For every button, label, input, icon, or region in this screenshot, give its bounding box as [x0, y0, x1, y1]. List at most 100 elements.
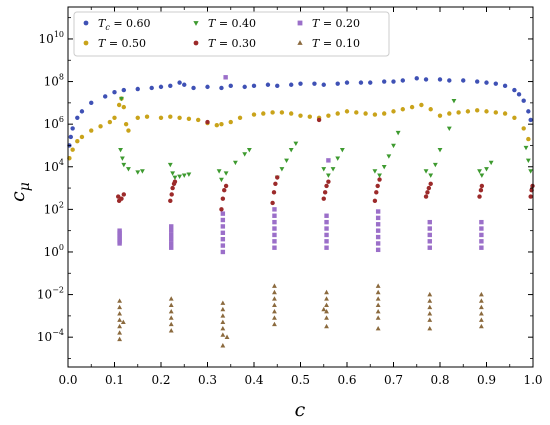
data-point-1-24	[237, 115, 243, 120]
data-point-3-35	[205, 119, 210, 125]
legend: Tc = 0.60 T = 0.50 T = 0.40 T = 0.30 T = 0.2…	[73, 11, 390, 57]
data-point-5-16	[220, 319, 226, 325]
data-point-1-29	[289, 111, 294, 116]
data-point-2-32	[391, 143, 396, 149]
data-point-5-37	[375, 308, 381, 314]
data-point-5-39	[375, 326, 381, 331]
series-5	[117, 283, 484, 348]
data-point-3-10	[220, 196, 226, 201]
x-tick-label-2: 0.2	[151, 373, 170, 387]
data-point-4-25	[272, 213, 277, 218]
data-point-4-41	[427, 239, 432, 244]
data-point-4-11	[169, 228, 174, 233]
series-0	[67, 76, 533, 148]
data-point-2-1	[119, 156, 125, 161]
data-point-3-3	[121, 192, 127, 197]
data-point-0-23	[289, 82, 294, 87]
data-point-4-34	[375, 241, 381, 246]
data-point-0-29	[358, 80, 364, 85]
data-point-0-27	[335, 81, 340, 86]
data-point-0-12	[168, 83, 173, 89]
data-point-2-47	[451, 98, 457, 104]
data-point-2-8	[172, 175, 178, 181]
data-point-4-18	[220, 217, 226, 223]
data-point-5-53	[224, 334, 230, 339]
data-point-4-40	[427, 245, 432, 250]
data-point-4-44	[427, 219, 432, 225]
data-point-2-23	[321, 167, 327, 172]
data-point-1-50	[484, 109, 489, 114]
data-point-2-7	[170, 171, 176, 176]
legend-marker-0	[83, 20, 89, 26]
data-point-5-31	[324, 315, 329, 320]
data-point-4-6	[117, 228, 122, 233]
x-tick-label-10: 1.0	[523, 373, 542, 387]
data-point-2-9	[177, 174, 183, 179]
data-point-5-5	[117, 330, 123, 335]
data-point-4-22	[272, 232, 277, 238]
data-point-0-15	[191, 85, 196, 91]
data-point-5-34	[375, 289, 381, 295]
data-point-1-12	[126, 128, 131, 133]
data-point-3-24	[377, 177, 382, 182]
data-point-4-8	[169, 241, 174, 246]
data-point-3-21	[372, 198, 378, 204]
data-point-2-36	[432, 162, 438, 168]
data-point-2-6	[167, 162, 173, 168]
data-point-4-16	[220, 230, 226, 235]
data-point-1-53	[512, 115, 517, 120]
data-point-1-8	[116, 102, 122, 108]
x-tick-label-5: 0.5	[291, 373, 310, 387]
data-point-5-15	[220, 313, 226, 318]
legend-box	[73, 11, 390, 57]
data-point-4-45	[479, 245, 484, 250]
data-point-0-2	[70, 126, 75, 131]
data-point-3-18	[322, 190, 328, 195]
data-point-1-30	[298, 113, 303, 118]
data-point-3-17	[321, 196, 326, 201]
y-tick-label-1: 10−2	[37, 286, 64, 302]
data-point-5-13	[220, 300, 226, 305]
data-point-4-21	[272, 239, 277, 244]
data-point-4-47	[479, 232, 484, 238]
data-point-4-48	[479, 226, 484, 231]
data-point-4-24	[272, 219, 277, 225]
data-point-1-54	[521, 126, 526, 131]
data-point-5-8	[168, 302, 174, 307]
data-point-3-0	[116, 194, 121, 199]
x-axis-label: c	[295, 399, 306, 421]
data-point-2-27	[339, 147, 345, 153]
data-point-1-11	[123, 121, 129, 127]
data-point-4-42	[427, 232, 432, 238]
data-point-4-12	[169, 224, 174, 229]
data-point-1-21	[214, 123, 219, 128]
data-point-1-48	[465, 109, 471, 114]
data-point-5-44	[427, 317, 433, 322]
data-point-0-8	[121, 87, 127, 93]
x-tick-label-1: 0.1	[105, 373, 124, 387]
data-point-5-49	[478, 311, 484, 316]
data-point-0-47	[528, 117, 533, 123]
data-point-4-50	[223, 75, 228, 80]
data-point-1-4	[89, 128, 94, 133]
data-point-2-38	[446, 126, 452, 132]
data-point-5-30	[324, 308, 329, 314]
data-point-4-13	[220, 249, 226, 255]
data-point-5-43	[427, 311, 433, 316]
x-tick-label-6: 0.6	[337, 373, 356, 387]
data-point-5-7	[168, 296, 174, 301]
data-point-2-42	[488, 160, 494, 166]
data-point-1-13	[135, 115, 140, 120]
data-point-4-43	[427, 226, 432, 231]
data-point-2-2	[121, 162, 127, 168]
legend-marker-1	[83, 40, 89, 46]
data-point-3-28	[428, 181, 433, 187]
data-point-1-49	[475, 108, 480, 113]
data-point-2-34	[423, 169, 429, 174]
data-point-1-3	[79, 134, 85, 140]
legend-label-4: T = 0.20	[312, 17, 360, 30]
series-3	[116, 117, 535, 212]
data-point-0-31	[382, 79, 387, 84]
data-point-3-15	[273, 181, 278, 187]
data-point-5-1	[117, 304, 123, 310]
